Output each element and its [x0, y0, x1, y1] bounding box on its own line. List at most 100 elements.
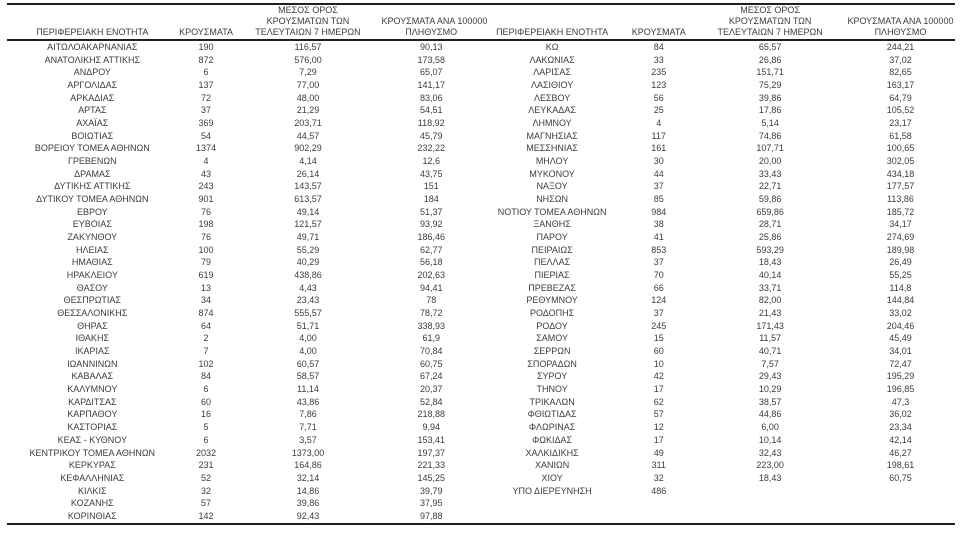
cases-cell: 37 [653, 257, 664, 268]
cases-cell: 32 [653, 472, 664, 483]
avg7-cell: 49,14 [296, 206, 320, 217]
avg7-cell: 151,71 [756, 67, 784, 78]
avg7-cell: 10,14 [758, 434, 782, 445]
cases-cell: 30 [653, 156, 664, 167]
table-row: ΚΑΒΑΛΑΣ 84 58,57 67,24 [7, 370, 481, 383]
region-cell: ΕΒΡΟΥ [76, 206, 108, 217]
table-row: ΚΕΑΣ - ΚΥΘΝΟΥ 6 3,57 153,41 [7, 434, 481, 447]
per100k-cell: 218,88 [417, 409, 445, 420]
per100k-cell: 23,17 [889, 118, 912, 129]
avg7-cell: 59,86 [758, 194, 782, 205]
table-row: ΠΕΛΛΑΣ 37 18,43 26,49 [481, 256, 955, 269]
table-row: ΛΑΚΩΝΙΑΣ 33 26,86 37,02 [481, 54, 955, 67]
per100k-cell: 26,49 [889, 257, 912, 268]
cases-cell: 4 [656, 118, 662, 129]
avg7-cell: 4,00 [299, 333, 317, 344]
avg7-cell: 4,43 [299, 282, 317, 293]
per100k-cell: 12,6 [422, 156, 440, 167]
per100k-cell: 97,88 [419, 510, 443, 521]
avg7-cell: 7,71 [299, 422, 317, 433]
table-row: ΚΕΡΚΥΡΑΣ 231 164,86 221,33 [7, 459, 481, 472]
cases-cell: 2 [203, 333, 209, 344]
cases-cell: 124 [651, 295, 667, 306]
column-header-avg7: ΜΕΣΟΣ ΟΡΟΣ ΚΡΟΥΣΜΑΤΩΝ ΤΩΝ ΤΕΛΕΥΤΑΙΩΝ 7 Η… [694, 5, 846, 39]
column-header-avg7-line1: ΜΕΣΟΣ ΟΡΟΣ [278, 5, 338, 15]
column-header-avg7: ΜΕΣΟΣ ΟΡΟΣ ΚΡΟΥΣΜΑΤΩΝ ΤΩΝ ΤΕΛΕΥΤΑΙΩΝ 7 Η… [235, 5, 382, 39]
region-cell: ΛΗΜΝΟΥ [532, 118, 572, 129]
table-row: ΤΡΙΚΑΛΩΝ 62 38,57 47,3 [481, 396, 955, 409]
avg7-cell: 11,14 [297, 384, 319, 395]
per100k-cell: 60,75 [889, 472, 912, 483]
avg7-cell: 20,00 [758, 156, 782, 167]
table-row: ΚΩ 84 65,57 244,21 [481, 41, 955, 54]
avg7-cell: 25,86 [758, 232, 782, 243]
avg7-cell: 17,86 [758, 105, 782, 116]
column-header-region-label: ΠΕΡΙΦΕΡΕΙΑΚΗ ΕΝΟΤΗΤΑ [36, 27, 149, 37]
avg7-cell: 121,57 [294, 219, 322, 230]
per100k-cell: 221,33 [417, 460, 445, 471]
per100k-cell: 60,75 [419, 358, 443, 369]
avg7-cell: 902,29 [294, 143, 322, 154]
region-cell: ΑΝΔΡΟΥ [73, 67, 111, 78]
table-row: ΗΛΕΙΑΣ 100 55,29 62,77 [7, 244, 481, 257]
cases-cell: 64 [201, 320, 212, 331]
per100k-cell: 113,86 [887, 194, 914, 205]
region-cell: ΙΩΑΝΝΙΝΩΝ [67, 358, 118, 369]
table-row: ΛΕΥΚΑΔΑΣ 25 17,86 105,52 [481, 104, 955, 117]
table-body: ΑΙΤΩΛΟΑΚΑΡΝΑΝΙΑΣ 190 116,57 90,13 ΑΝΑΤΟΛΙΚΗΣ… [7, 41, 955, 523]
cases-cell: 56 [653, 92, 664, 103]
column-header-per100k: ΚΡΟΥΣΜΑΤΑ ΑΝΑ 100000 ΠΛΗΘΥΣΜΟ [381, 16, 487, 39]
table-row: ΗΡΑΚΛΕΙΟΥ 619 438,86 202,63 [7, 269, 481, 282]
cases-cell: 874 [198, 308, 214, 319]
cases-cell: 369 [198, 118, 214, 129]
per100k-cell: 196,85 [886, 384, 915, 395]
avg7-cell: 77,00 [296, 80, 320, 91]
region-cell: ΝΑΞΟΥ [536, 181, 568, 192]
per100k-cell: 23,34 [889, 422, 912, 433]
region-cell: ΣΑΜΟΥ [536, 333, 568, 344]
table-row: ΚΕΝΤΡΙΚΟΥ ΤΟΜΕΑ ΑΘΗΝΩΝ 2032 1373,00 197,37 [7, 447, 481, 460]
avg7-cell: 11,57 [759, 333, 782, 344]
table-row: ΚΑΛΥΜΝΟΥ 6 11,14 20,37 [7, 383, 481, 396]
per100k-cell: 145,25 [417, 472, 445, 483]
per100k-cell: 37,95 [419, 498, 443, 509]
region-cell: ΠΡΕΒΕΖΑΣ [528, 282, 576, 293]
table-row: ΚΟΖΑΝΗΣ 57 39,86 37,95 [7, 497, 481, 510]
region-cell: ΜΑΓΝΗΣΙΑΣ [526, 130, 578, 141]
cases-cell: 76 [201, 232, 212, 243]
table-row: ΠΙΕΡΙΑΣ 70 40,14 55,25 [481, 269, 955, 282]
table-row: ΝΗΣΩΝ 85 59,86 113,86 [481, 193, 955, 206]
cases-cell: 161 [651, 143, 667, 154]
region-cell: ΚΑΒΑΛΑΣ [71, 371, 114, 382]
per100k-cell: 144,84 [886, 295, 915, 306]
table-row: ΙΩΑΝΝΙΝΩΝ 102 60,57 60,75 [7, 358, 481, 371]
region-cell: ΛΑΣΙΘΙΟΥ [530, 80, 574, 91]
per100k-cell: 232,22 [417, 143, 445, 154]
per100k-cell: 39,79 [419, 485, 443, 496]
region-cell: ΣΠΟΡΑΔΩΝ [527, 358, 577, 369]
avg7-cell: 4,00 [299, 346, 317, 357]
region-cell: ΘΕΣΠΡΩΤΙΑΣ [63, 295, 121, 306]
avg7-cell: 7,86 [299, 409, 317, 420]
region-cell: ΦΛΩΡΙΝΑΣ [528, 422, 576, 433]
region-cell: ΧΑΝΙΩΝ [534, 460, 570, 471]
table-row: ΕΒΡΟΥ 76 49,14 51,37 [7, 206, 481, 219]
table-row: ΑΡΚΑΔΙΑΣ 72 48,00 83,06 [7, 92, 481, 105]
per100k-cell: 338,93 [417, 320, 445, 331]
region-cell: ΚΕΦΑΛΛΗΝΙΑΣ [60, 472, 125, 483]
region-cell: ΑΡΚΑΔΙΑΣ [70, 92, 115, 103]
cases-cell: 34 [201, 295, 212, 306]
region-cell: ΡΕΘΥΜΝΟΥ [526, 295, 578, 306]
per100k-cell: 55,25 [889, 270, 912, 281]
per100k-cell: 151 [423, 181, 439, 192]
table-row: ΓΡΕΒΕΝΩΝ 4 4,14 12,6 [7, 155, 481, 168]
avg7-cell: 164,86 [294, 460, 322, 471]
cases-cell: 17 [653, 434, 664, 445]
table-row: ΝΑΞΟΥ 37 22,71 177,57 [481, 180, 955, 193]
region-cell: ΜΗΛΟΥ [535, 156, 569, 167]
per100k-cell: 114,8 [889, 282, 912, 293]
column-header-cases: ΚΡΟΥΣΜΑΤΑ [623, 27, 694, 39]
avg7-cell: 659,86 [756, 206, 784, 217]
table-row: ΜΕΣΣΗΝΙΑΣ 161 107,71 100,65 [481, 142, 955, 155]
region-cell: ΒΟΙΩΤΙΑΣ [71, 130, 114, 141]
